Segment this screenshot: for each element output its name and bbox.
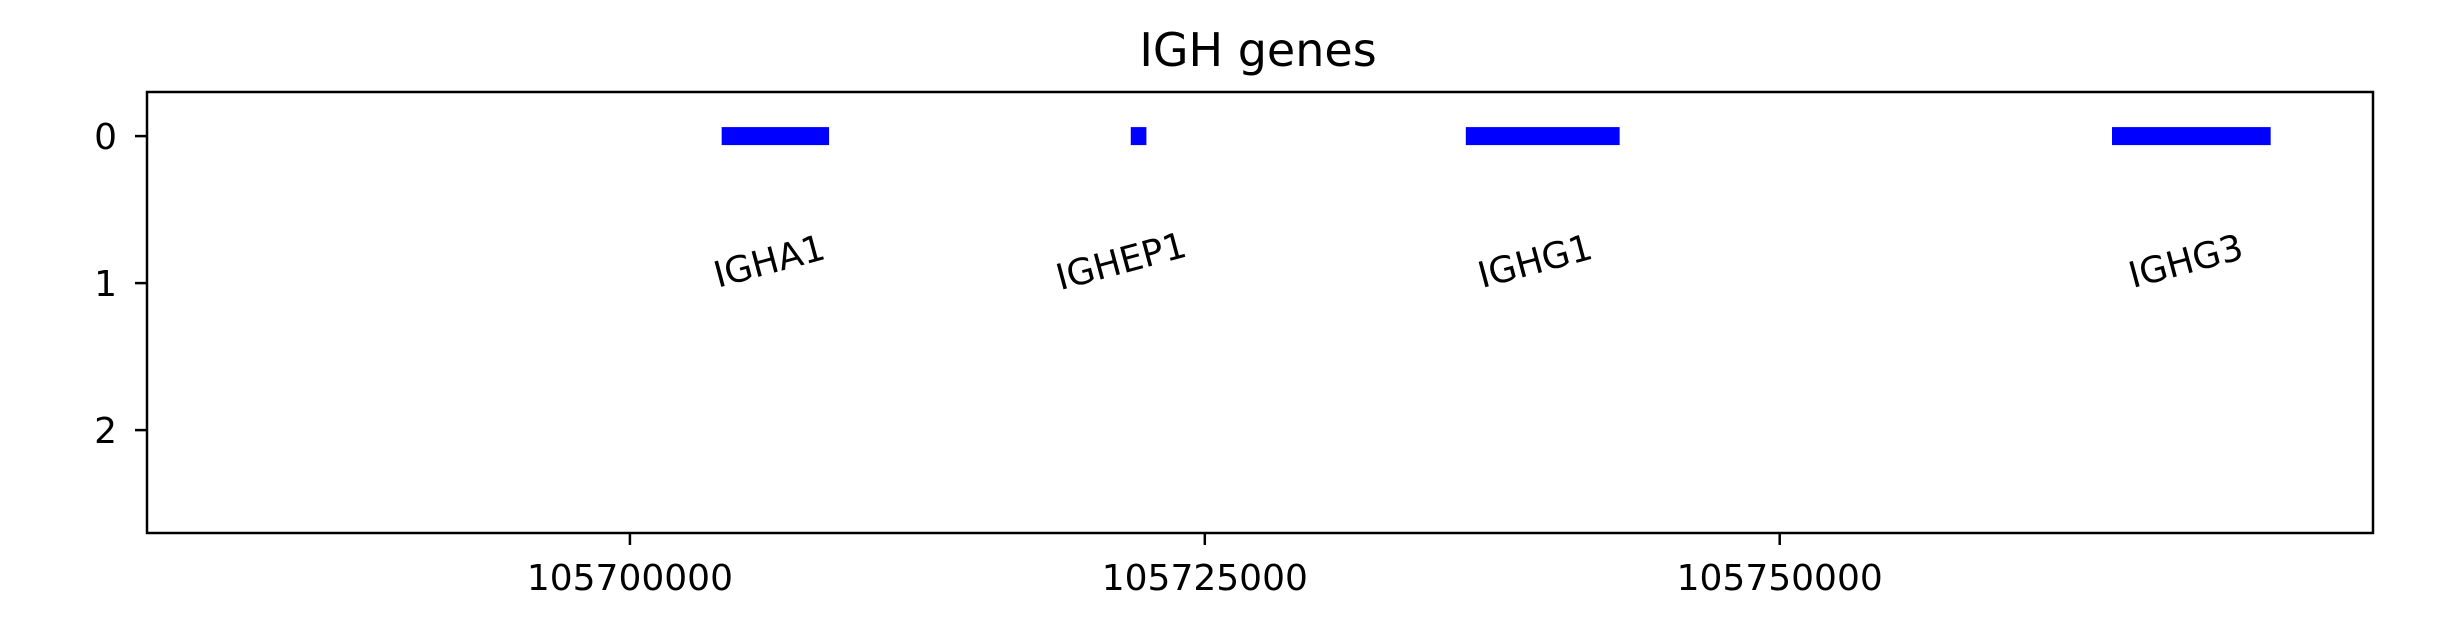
x-tick-label: 105700000	[527, 558, 733, 599]
y-tick-label: 0	[94, 117, 117, 158]
x-tick-label: 105725000	[1102, 558, 1308, 599]
gene-labels: IGHA1 IGHEP1 IGHG1 IGHG3	[710, 225, 2248, 299]
gene-bar-ighg1	[1465, 127, 1620, 146]
plot-frame	[145, 90, 2375, 535]
gene-label-ighep1: IGHEP1	[1052, 225, 1191, 299]
gene-bar-igha1	[721, 127, 830, 146]
gene-bars	[721, 127, 2271, 146]
gene-bar-ighg3	[2111, 127, 2271, 146]
gene-label-igha1: IGHA1	[710, 228, 830, 297]
x-tick-label: 105750000	[1677, 558, 1883, 599]
y-tick-label: 1	[94, 264, 117, 305]
gene-label-ighg1: IGHG1	[1474, 227, 1597, 297]
y-tick-label: 2	[94, 411, 117, 452]
gene-bar-ighep1	[1130, 127, 1147, 146]
gene-label-ighg3: IGHG3	[2125, 227, 2248, 297]
x-axis: 105700000 105725000 105750000	[527, 533, 1883, 599]
y-axis: 0 1 2	[94, 117, 147, 452]
chart-title: IGH genes	[1139, 23, 1376, 77]
